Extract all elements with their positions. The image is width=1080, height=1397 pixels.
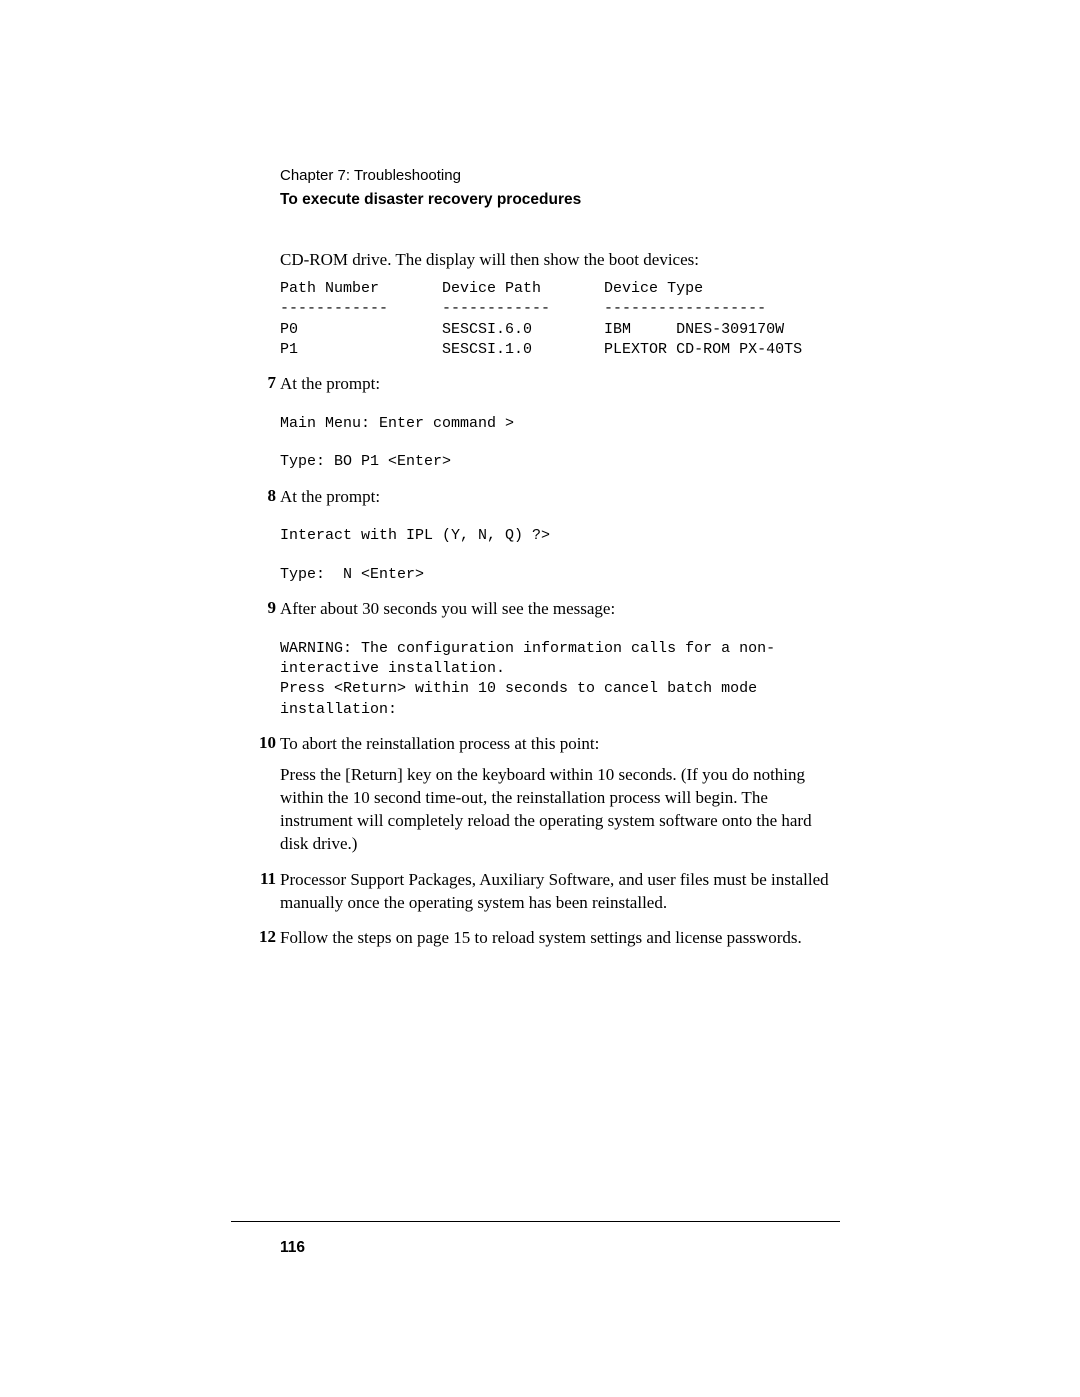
step-10-para: Press the [Return] key on the keyboard w…	[280, 764, 840, 856]
step-11: 11 Processor Support Packages, Auxiliary…	[280, 869, 840, 915]
step-number: 12	[248, 927, 276, 947]
boot-table-divider: ------------ ------------ --------------…	[280, 300, 766, 317]
intro-paragraph: CD-ROM drive. The display will then show…	[280, 249, 840, 271]
step-8-mono-2: Type: N <Enter>	[280, 565, 840, 585]
step-number: 9	[248, 598, 276, 618]
step-8-mono-1: Interact with IPL (Y, N, Q) ?>	[280, 526, 840, 546]
step-text: Processor Support Packages, Auxiliary So…	[280, 869, 840, 915]
boot-table: Path Number Device Path Device Type ----…	[280, 279, 840, 360]
step-text: Follow the steps on page 15 to reload sy…	[280, 927, 840, 950]
step-text: After about 30 seconds you will see the …	[280, 598, 840, 621]
chapter-label: Chapter 7: Troubleshooting	[280, 167, 840, 184]
boot-table-row-0: P0 SESCSI.6.0 IBM DNES-309170W	[280, 321, 784, 338]
step-text: At the prompt:	[280, 486, 840, 509]
step-number: 7	[248, 373, 276, 393]
step-text: At the prompt:	[280, 373, 840, 396]
step-7-mono-1: Main Menu: Enter command >	[280, 414, 840, 434]
step-number: 8	[248, 486, 276, 506]
step-7: 7 At the prompt:	[280, 373, 840, 396]
footer-rule	[231, 1221, 840, 1222]
step-9: 9 After about 30 seconds you will see th…	[280, 598, 840, 621]
step-10: 10 To abort the reinstallation process a…	[280, 733, 840, 856]
step-8: 8 At the prompt:	[280, 486, 840, 509]
step-number: 10	[248, 733, 276, 753]
boot-table-header: Path Number Device Path Device Type	[280, 280, 703, 297]
step-7-mono-2: Type: BO P1 <Enter>	[280, 452, 840, 472]
step-number: 11	[248, 869, 276, 889]
page-content: Chapter 7: Troubleshooting To execute di…	[0, 0, 1080, 1008]
section-title: To execute disaster recovery procedures	[280, 191, 840, 209]
step-9-mono-1: WARNING: The configuration information c…	[280, 639, 840, 720]
step-text: To abort the reinstallation process at t…	[280, 733, 840, 756]
page-number: 116	[280, 1239, 305, 1257]
step-12: 12 Follow the steps on page 15 to reload…	[280, 927, 840, 950]
boot-table-row-1: P1 SESCSI.1.0 PLEXTOR CD-ROM PX-40TS	[280, 341, 802, 358]
